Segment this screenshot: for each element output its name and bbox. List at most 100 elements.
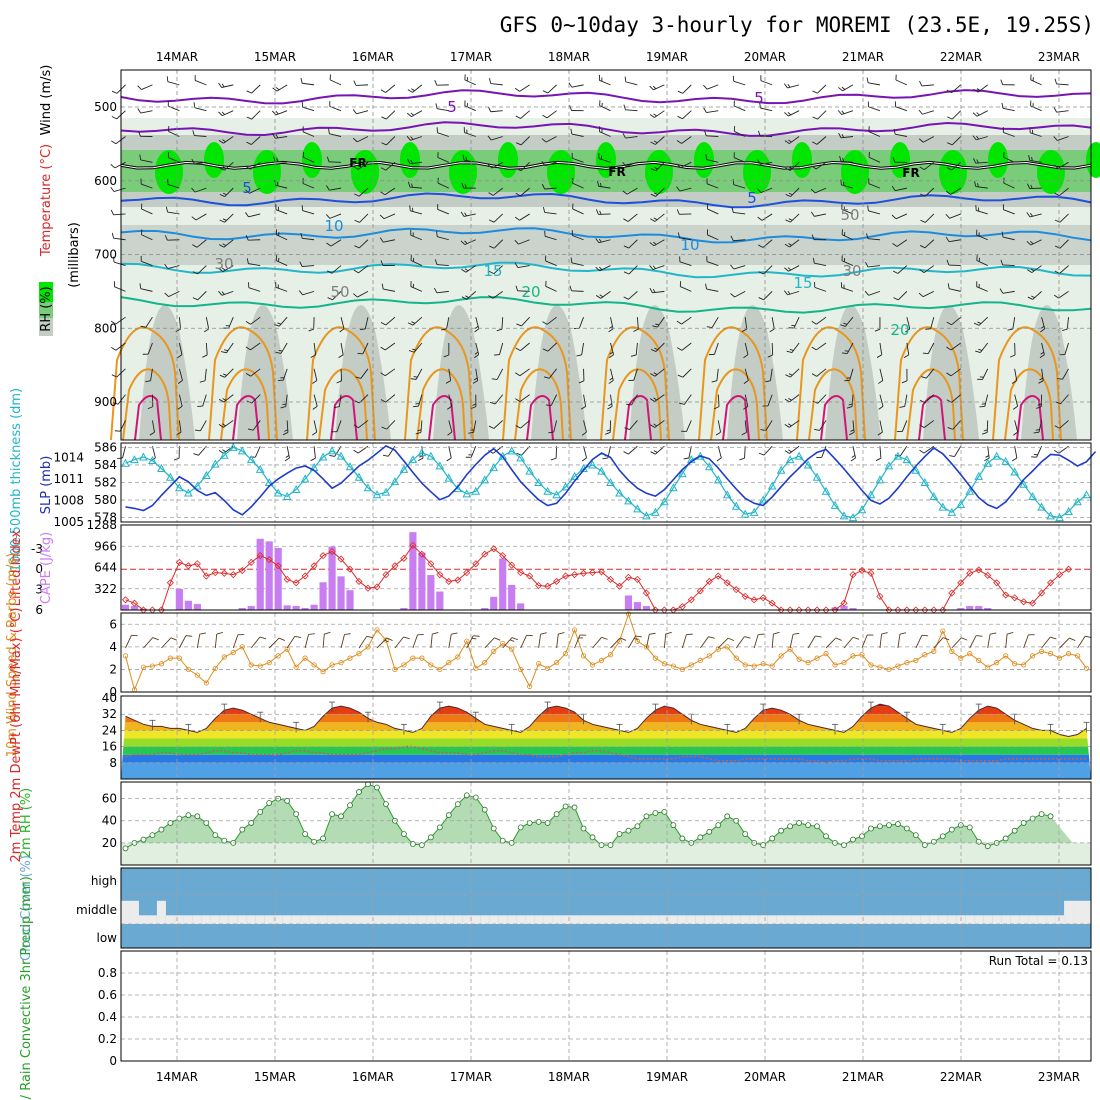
wind-barb xyxy=(841,260,854,266)
dewpoint-line xyxy=(125,745,1087,764)
cloud-middle-bar xyxy=(426,915,436,924)
lifted-index-marker xyxy=(292,579,300,587)
contour-label: 5 xyxy=(747,189,757,207)
wind-barb xyxy=(254,446,261,458)
wind-barb xyxy=(275,184,288,189)
wind-barb xyxy=(927,342,935,354)
wind-barb xyxy=(125,635,132,649)
cloud-middle-bar xyxy=(363,915,373,924)
wind-barb-flag xyxy=(515,192,521,197)
wind-barb xyxy=(744,317,748,330)
wind-barb xyxy=(679,261,692,266)
thickness-marker xyxy=(866,490,876,499)
wind-barb xyxy=(706,135,719,137)
cape-bar xyxy=(849,608,857,610)
rh-marker xyxy=(724,813,731,820)
wind-barb xyxy=(733,239,746,242)
wind-barb xyxy=(276,260,288,266)
thickness-marker xyxy=(282,491,292,501)
wind-barb xyxy=(679,187,692,192)
wind-barb xyxy=(302,237,315,241)
cloud-middle-bar xyxy=(192,915,202,924)
y-tick-left: 578 xyxy=(94,511,117,525)
wind-barb xyxy=(977,84,988,93)
lifted-index-marker xyxy=(481,550,489,558)
wind-barb-flag xyxy=(541,138,547,143)
wind-barb xyxy=(1029,159,1042,163)
wind-barb-flag xyxy=(788,423,792,427)
wind-barb-flag xyxy=(494,354,500,356)
wind-barb xyxy=(1002,264,1015,267)
thickness-marker xyxy=(776,465,786,474)
wind-barb-flag xyxy=(487,106,492,112)
wind-barb xyxy=(1014,394,1019,407)
wind-barb xyxy=(268,637,280,649)
wind-barb xyxy=(868,290,881,296)
wind-barb xyxy=(113,213,126,216)
wind-barb xyxy=(572,157,584,163)
wind-barb xyxy=(814,213,827,217)
wind-barb-flag xyxy=(922,352,929,355)
wind-barb-flag xyxy=(149,431,155,436)
wind-speed-marker xyxy=(158,661,165,667)
wind-barb xyxy=(167,265,180,269)
wind-barb-flag xyxy=(410,136,414,140)
wind-barb xyxy=(178,635,187,649)
wind-barb xyxy=(114,161,126,169)
wind-barb-flag xyxy=(541,161,546,166)
wind-barb xyxy=(520,110,530,119)
cape-bar xyxy=(346,590,354,610)
x-tick-label-top: 23MAR xyxy=(1038,50,1080,64)
wind-barb xyxy=(663,634,667,649)
wind-barb-flag xyxy=(976,112,980,116)
cloud-middle-bar xyxy=(417,915,427,924)
wind-barb xyxy=(849,368,854,381)
cloud-middle-bar xyxy=(740,915,750,924)
wind-barb xyxy=(610,317,614,330)
wind-barb-flag xyxy=(436,231,438,237)
cloud-middle-bar xyxy=(264,915,274,924)
wind-barb-flag xyxy=(893,128,896,135)
wind-speed-marker xyxy=(706,653,712,659)
wind-barb xyxy=(364,317,369,329)
wind-barb-flag xyxy=(515,347,521,351)
cape-bar xyxy=(265,541,273,610)
wind-barb-flag xyxy=(192,271,198,275)
wind-barb xyxy=(205,342,208,356)
wind-barb xyxy=(825,637,837,649)
wind-barb xyxy=(275,110,288,116)
cloud-middle-bar xyxy=(489,915,499,924)
wind-barb xyxy=(178,317,182,330)
wind-barb xyxy=(976,136,988,141)
wind-barb xyxy=(205,317,210,330)
wind-barb-flag xyxy=(218,423,224,428)
wind-barb xyxy=(147,342,153,355)
wind-barb xyxy=(744,394,749,407)
wind-barb xyxy=(355,84,369,86)
lifted-index-marker xyxy=(562,572,570,580)
wind-barb xyxy=(610,637,621,649)
wind-barb xyxy=(248,287,261,292)
wind-speed-marker xyxy=(455,654,461,660)
thickness-marker xyxy=(758,495,768,504)
wind-barb xyxy=(1023,634,1029,649)
wind-barb xyxy=(1038,420,1043,433)
wind-barb-flag xyxy=(841,86,846,90)
wind-barb-flag xyxy=(409,205,411,211)
wind-barb xyxy=(1064,342,1069,355)
thickness-marker xyxy=(839,511,849,520)
wind-barb xyxy=(846,342,854,354)
wind-barb-flag xyxy=(677,90,684,94)
wind-barb xyxy=(493,239,504,249)
rh-marker xyxy=(1002,835,1009,842)
temp-band xyxy=(121,704,1091,707)
wind-barb-flag xyxy=(676,163,681,168)
wind-barb xyxy=(1057,136,1069,141)
lifted-index-marker xyxy=(508,561,516,569)
wind-barb-flag xyxy=(1012,405,1018,410)
wind-barb xyxy=(214,634,218,649)
rh-marker xyxy=(481,806,488,813)
wind-barb xyxy=(232,634,239,649)
wind-barb xyxy=(682,110,692,120)
